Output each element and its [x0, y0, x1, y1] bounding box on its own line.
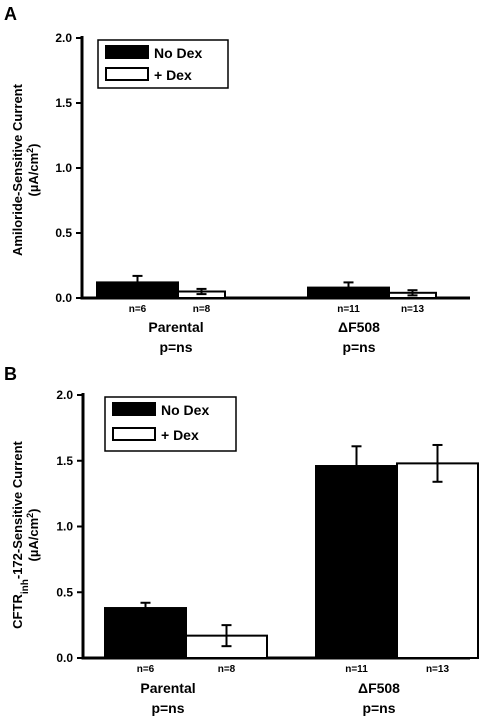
y-tick-label: 1.0 [55, 161, 72, 175]
legend-swatch [112, 427, 156, 441]
chart-a-svg: A Amiloride-Sensitive Current (µA/cm2) 0… [4, 4, 470, 355]
bar-nodex-0 [104, 607, 187, 659]
y-axis-label-b: CFTRinh-172-Sensitive Current (µA/cm2) [10, 441, 41, 629]
legend-label: + Dex [161, 427, 199, 443]
category-label: ΔF508 [358, 680, 400, 696]
y-axis-label-a-line1: Amiloride-Sensitive Current [10, 83, 25, 256]
chart-panel-a: A Amiloride-Sensitive Current (µA/cm2) 0… [4, 4, 470, 355]
n-label: n=13 [426, 664, 450, 675]
p-value-label: p=ns [342, 339, 375, 355]
chart-panel-b: B CFTRinh-172-Sensitive Current (µA/cm2)… [0, 360, 484, 720]
legend-swatch [112, 402, 156, 416]
legend-swatch [105, 67, 149, 81]
y-tick-label: 0.0 [56, 651, 73, 665]
legend-a: No Dex + Dex [97, 39, 229, 89]
p-value-label: p=ns [159, 339, 192, 355]
y-axis-label-b-line1: CFTRinh-172-Sensitive Current [10, 441, 31, 629]
y-tick-label: 1.0 [56, 520, 73, 534]
bars-a: n=6 n=8 Parental p=ns n=11 n=13 ΔF508 p=ns [96, 274, 437, 355]
chart-b-svg: B CFTRinh-172-Sensitive Current (µA/cm2)… [4, 364, 479, 716]
p-value-label: p=ns [362, 700, 395, 716]
bars-b: n=6 n=8 Parental p=ns n=11 n=13 ΔF508 p=ns [104, 443, 479, 716]
category-label: Parental [140, 680, 195, 696]
category-label: ΔF508 [338, 319, 380, 335]
legend-label: No Dex [161, 402, 209, 418]
bar-nodex-1 [315, 465, 398, 660]
n-label: n=6 [137, 664, 155, 675]
y-tick-label: 2.0 [56, 388, 73, 402]
n-label: n=11 [345, 664, 368, 675]
panel-letter-b: B [4, 364, 17, 384]
y-tick-label: 1.5 [55, 96, 72, 110]
n-label: n=8 [218, 664, 236, 675]
y-tick-label: 0.5 [56, 585, 73, 599]
legend-swatch [105, 45, 149, 59]
y-axis-label-a-line2: (µA/cm2) [25, 144, 41, 197]
y-tick-label: 0.0 [55, 291, 72, 305]
n-label: n=8 [193, 304, 211, 315]
bar-dex-1 [396, 462, 479, 659]
y-axis-label-a: Amiloride-Sensitive Current (µA/cm2) [10, 83, 41, 256]
legend-label: No Dex [154, 45, 202, 61]
n-label: n=13 [401, 304, 425, 315]
y-tick-label: 0.5 [55, 226, 72, 240]
y-tick-label: 1.5 [56, 454, 73, 468]
legend-b: No Dex + Dex [104, 396, 237, 452]
n-label: n=11 [337, 304, 360, 315]
p-value-label: p=ns [151, 700, 184, 716]
y-tick-label: 2.0 [55, 31, 72, 45]
y-axis-label-b-line2: (µA/cm2) [25, 509, 41, 562]
category-label: Parental [148, 319, 203, 335]
n-label: n=6 [129, 304, 147, 315]
legend-label: + Dex [154, 67, 192, 83]
panel-letter-a: A [4, 4, 17, 24]
